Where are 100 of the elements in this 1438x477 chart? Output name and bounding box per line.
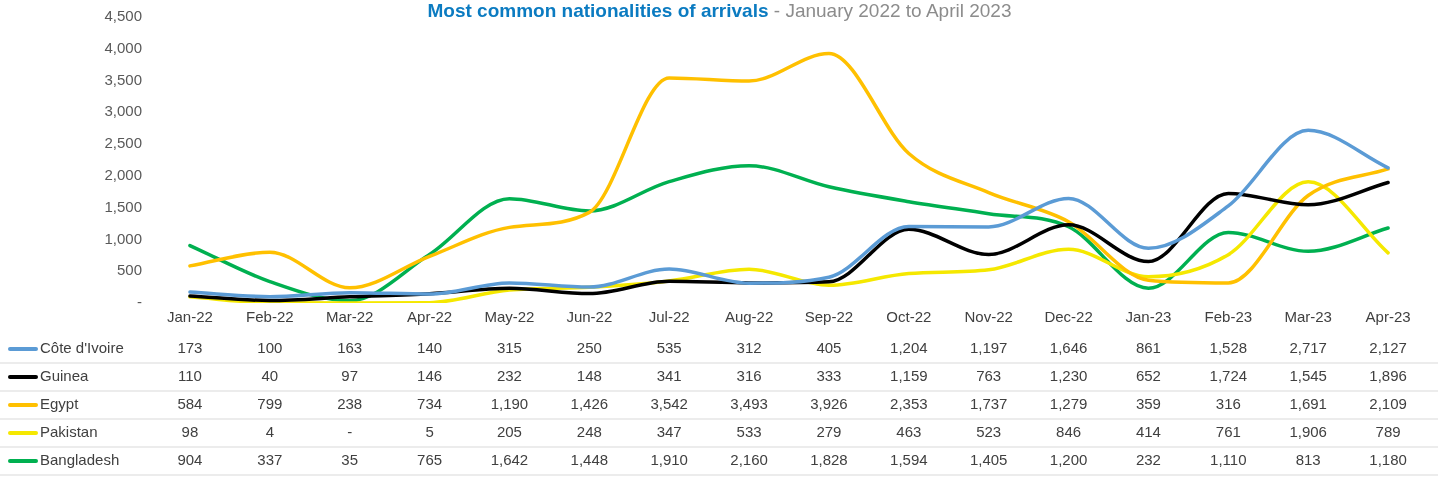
data-label: 463 bbox=[896, 423, 922, 441]
x-tick-label: May-22 bbox=[484, 308, 535, 326]
data-label: 1,230 bbox=[1049, 367, 1088, 385]
data-label: 2,127 bbox=[1369, 339, 1407, 357]
data-label: 35 bbox=[341, 451, 359, 469]
data-label: 4 bbox=[265, 423, 274, 441]
data-label: 341 bbox=[656, 367, 682, 385]
x-tick-label: Jul-22 bbox=[648, 308, 690, 326]
data-label: 315 bbox=[496, 339, 522, 357]
x-tick-label: Jan-22 bbox=[167, 308, 213, 326]
data-label: 1,724 bbox=[1209, 367, 1248, 385]
data-label: 173 bbox=[177, 339, 203, 357]
data-label: 1,646 bbox=[1049, 339, 1088, 357]
data-label: 279 bbox=[816, 423, 842, 441]
data-label: 414 bbox=[1135, 423, 1161, 441]
legend-label: Egypt bbox=[40, 395, 80, 413]
data-label: 1,910 bbox=[650, 451, 688, 469]
data-label: 846 bbox=[1056, 423, 1082, 441]
data-label: 1,110 bbox=[1210, 451, 1247, 469]
x-tick-label: Jan-23 bbox=[1125, 308, 1172, 326]
data-label: 1,828 bbox=[810, 451, 848, 469]
data-label: - bbox=[347, 423, 353, 441]
data-label: 97 bbox=[341, 367, 359, 385]
data-label: 1,279 bbox=[1049, 395, 1088, 413]
x-tick-label: Apr-22 bbox=[407, 308, 453, 326]
data-label: 533 bbox=[736, 423, 762, 441]
data-label: 359 bbox=[1135, 395, 1161, 413]
data-label: 535 bbox=[656, 339, 682, 357]
data-label: 813 bbox=[1295, 451, 1321, 469]
x-tick-label: Mar-23 bbox=[1284, 308, 1332, 326]
data-label: 1,448 bbox=[570, 451, 609, 469]
data-label: 312 bbox=[736, 339, 762, 357]
y-tick-label: 1,500 bbox=[104, 197, 142, 215]
data-label: 1,691 bbox=[1289, 395, 1327, 413]
data-label: 100 bbox=[257, 339, 283, 357]
x-tick-label: Feb-23 bbox=[1204, 308, 1253, 326]
y-tick-label: 500 bbox=[116, 261, 142, 279]
data-label: 405 bbox=[816, 339, 842, 357]
data-label: 347 bbox=[656, 423, 682, 441]
y-tick-label: 3,000 bbox=[104, 102, 142, 120]
x-tick-label: Aug-22 bbox=[724, 308, 774, 326]
line-series bbox=[188, 128, 1390, 299]
data-label: 146 bbox=[417, 367, 443, 385]
data-label: 163 bbox=[337, 339, 363, 357]
x-tick-label: Feb-22 bbox=[246, 308, 294, 326]
data-label: 40 bbox=[261, 367, 279, 385]
data-label: 337 bbox=[257, 451, 283, 469]
data-label: 250 bbox=[576, 339, 602, 357]
data-label: 1,642 bbox=[490, 451, 529, 469]
x-tick-label: Oct-22 bbox=[886, 308, 932, 326]
data-label: 1,204 bbox=[890, 339, 928, 357]
data-label: 2,160 bbox=[730, 451, 768, 469]
data-label: 3,493 bbox=[730, 395, 768, 413]
data-label: 1,906 bbox=[1289, 423, 1327, 441]
y-tick-label: 2,500 bbox=[104, 134, 142, 152]
data-label: 333 bbox=[816, 367, 842, 385]
data-label: 2,717 bbox=[1289, 339, 1327, 357]
x-tick-label: Apr-23 bbox=[1365, 308, 1411, 326]
data-label: 140 bbox=[417, 339, 443, 357]
data-label: 861 bbox=[1135, 339, 1161, 357]
data-label: 98 bbox=[181, 423, 199, 441]
data-label: 1,159 bbox=[890, 367, 928, 385]
data-label: 1,528 bbox=[1209, 339, 1248, 357]
data-label: 1,545 bbox=[1289, 367, 1327, 385]
data-label: 763 bbox=[976, 367, 1002, 385]
data-label: 1,405 bbox=[969, 451, 1008, 469]
x-tick-label: Dec-22 bbox=[1044, 308, 1093, 326]
line-series bbox=[188, 51, 1390, 290]
legend-label: Bangladesh bbox=[40, 451, 120, 469]
y-tick-label: 3,500 bbox=[104, 70, 142, 88]
data-label: 5 bbox=[425, 423, 434, 441]
data-label: 1,896 bbox=[1369, 367, 1407, 385]
data-label: 205 bbox=[496, 423, 522, 441]
data-label: 2,353 bbox=[890, 395, 928, 413]
data-label: 734 bbox=[417, 395, 443, 413]
data-label: 799 bbox=[257, 395, 283, 413]
x-tick-label: Jun-22 bbox=[566, 308, 613, 326]
data-label: 148 bbox=[576, 367, 602, 385]
legend-label: Guinea bbox=[40, 367, 90, 385]
data-label: 248 bbox=[576, 423, 602, 441]
y-tick-label: 1,000 bbox=[104, 229, 142, 247]
data-label: 1,197 bbox=[969, 339, 1008, 357]
data-label: 3,542 bbox=[650, 395, 688, 413]
data-label: 761 bbox=[1215, 423, 1241, 441]
data-label: 1,594 bbox=[890, 451, 928, 469]
data-label: 904 bbox=[177, 451, 203, 469]
data-label: 2,109 bbox=[1369, 395, 1407, 413]
legend-label: Pakistan bbox=[40, 423, 98, 441]
chart-subtitle: - January 2022 to April 2023 bbox=[768, 0, 1012, 22]
x-tick-label: Mar-22 bbox=[325, 308, 374, 326]
data-label: 1,190 bbox=[490, 395, 529, 413]
data-label: 3,926 bbox=[810, 395, 848, 413]
data-label: 523 bbox=[976, 423, 1002, 441]
y-tick-label: 4,500 bbox=[104, 7, 142, 25]
data-label: 316 bbox=[1215, 395, 1241, 413]
chart-title: Most common nationalities of arrivals bbox=[427, 0, 769, 22]
x-tick-label: Sep-22 bbox=[804, 308, 854, 326]
data-label: 232 bbox=[1135, 451, 1161, 469]
data-label: 765 bbox=[417, 451, 443, 469]
data-label: 789 bbox=[1375, 423, 1401, 441]
